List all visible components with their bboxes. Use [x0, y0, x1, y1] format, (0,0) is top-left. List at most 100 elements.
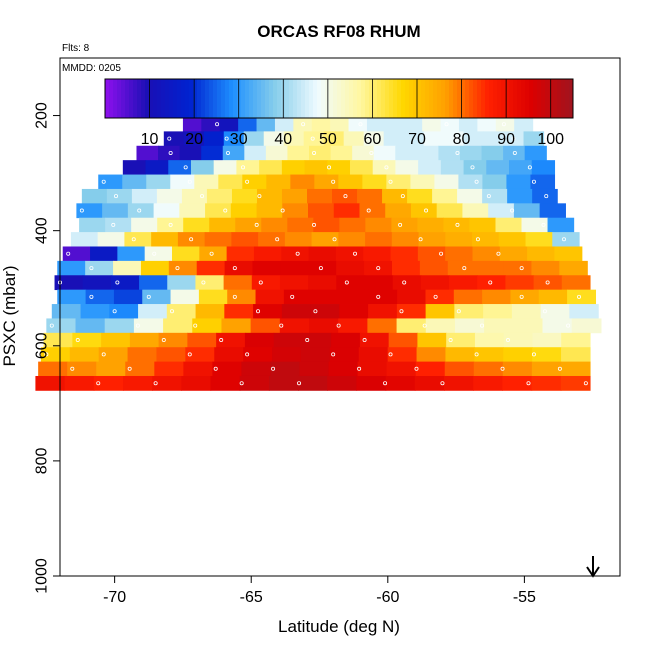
colorbar-swatch [113, 79, 118, 118]
heatmap-cell [415, 361, 446, 377]
heatmap-cell [445, 246, 474, 262]
heatmap-cell [357, 188, 383, 204]
heatmap-cell [238, 116, 258, 132]
heatmap-cell [459, 145, 483, 161]
heatmap-cell [463, 160, 487, 175]
sample-marker [223, 208, 228, 213]
colorbar-swatch [145, 79, 150, 118]
heatmap-cell [281, 246, 310, 262]
heatmap-cell [312, 289, 342, 305]
colorbar-swatch [541, 79, 546, 118]
heatmap-cell [282, 203, 309, 219]
heatmap-cell [330, 116, 350, 132]
heatmap-cell [390, 246, 419, 262]
sample-marker [577, 294, 582, 299]
heatmap-cell [327, 160, 351, 175]
sample-marker [201, 280, 206, 285]
heatmap-cell [416, 347, 447, 363]
x-tick-label: -65 [240, 589, 263, 606]
heatmap-cell [212, 361, 243, 377]
heatmap-cell [449, 275, 478, 291]
band-615 [40, 347, 591, 363]
heatmap-cell [372, 160, 397, 175]
heatmap-cell [523, 131, 545, 147]
heatmap-cell [106, 188, 133, 204]
heatmap-cell [140, 260, 170, 276]
sample-marker [44, 352, 49, 357]
heatmap-cell [531, 375, 562, 391]
heatmap-cell [283, 289, 313, 305]
heatmap-cell [183, 131, 205, 147]
heatmap-cell [102, 203, 129, 219]
sample-marker [256, 309, 261, 314]
sample-marker [219, 338, 224, 343]
heatmap-cell [385, 375, 416, 391]
heatmap-cell [513, 318, 544, 334]
sample-marker [331, 352, 336, 357]
heatmap-cell [253, 246, 282, 262]
colorbar-swatch [165, 79, 170, 118]
band-240 [163, 131, 545, 147]
sample-marker [313, 309, 318, 314]
heatmap-cell [457, 188, 483, 204]
sample-marker [531, 352, 536, 357]
heatmap-cell [311, 116, 331, 132]
heatmap-cell [474, 347, 504, 363]
heatmap-cell [142, 289, 172, 305]
sample-marker [462, 266, 467, 271]
colorbar-swatch [213, 79, 218, 118]
sample-marker [152, 251, 157, 256]
heatmap-cell [422, 116, 442, 132]
colorbar-swatch [277, 79, 282, 118]
heatmap-cell [506, 174, 532, 190]
heatmap-cell [463, 131, 485, 147]
heatmap-cell [222, 145, 245, 161]
heatmap-cell [561, 347, 591, 363]
heatmap-cell [333, 203, 361, 219]
heatmap-cell [338, 318, 368, 334]
colorbar-swatch [161, 79, 166, 118]
heatmap-cell [403, 116, 423, 132]
heatmap-cell [329, 347, 360, 363]
heatmap-cell [185, 347, 215, 363]
colorbar-swatch [381, 79, 386, 118]
sample-marker [488, 280, 493, 285]
heatmap-cell [503, 347, 533, 363]
heatmap-cell [252, 260, 281, 276]
heatmap-cell [67, 361, 97, 377]
heatmap-cell [521, 217, 549, 233]
colorbar-swatch [265, 79, 270, 118]
sample-marker [418, 237, 423, 242]
sample-marker [358, 122, 363, 127]
chart-title: ORCAS RF08 RHUM [257, 22, 420, 41]
sample-marker [89, 294, 94, 299]
heatmap-cell [70, 232, 99, 247]
heatmap-cell [444, 361, 475, 377]
colorbar-swatch [129, 79, 134, 118]
sample-marker [254, 222, 259, 227]
colorbar-swatch [225, 79, 230, 118]
heatmap-cell [281, 160, 306, 175]
colorbar-swatch [521, 79, 526, 118]
sample-marker [353, 251, 358, 256]
heatmap-cell [418, 232, 446, 247]
colorbar-swatch [409, 79, 414, 118]
heatmap-cell [311, 232, 339, 247]
heatmap-cell [365, 232, 393, 247]
sample-marker [439, 251, 444, 256]
heatmap-cell [513, 203, 541, 219]
heatmap-cell [445, 232, 473, 247]
heatmap-cell [281, 304, 312, 319]
band-590 [43, 332, 591, 348]
heatmap-cell [368, 289, 398, 305]
heatmap-cell [391, 232, 420, 247]
sample-marker [257, 194, 262, 199]
heatmap-cell [167, 275, 197, 291]
heatmap-cell [129, 332, 160, 348]
sample-marker [187, 179, 192, 184]
colorbar-swatch [329, 79, 334, 118]
colorbar-swatch [529, 79, 534, 118]
sample-marker [258, 280, 263, 285]
heatmap-cell [454, 318, 485, 334]
heatmap-cell [125, 361, 155, 377]
